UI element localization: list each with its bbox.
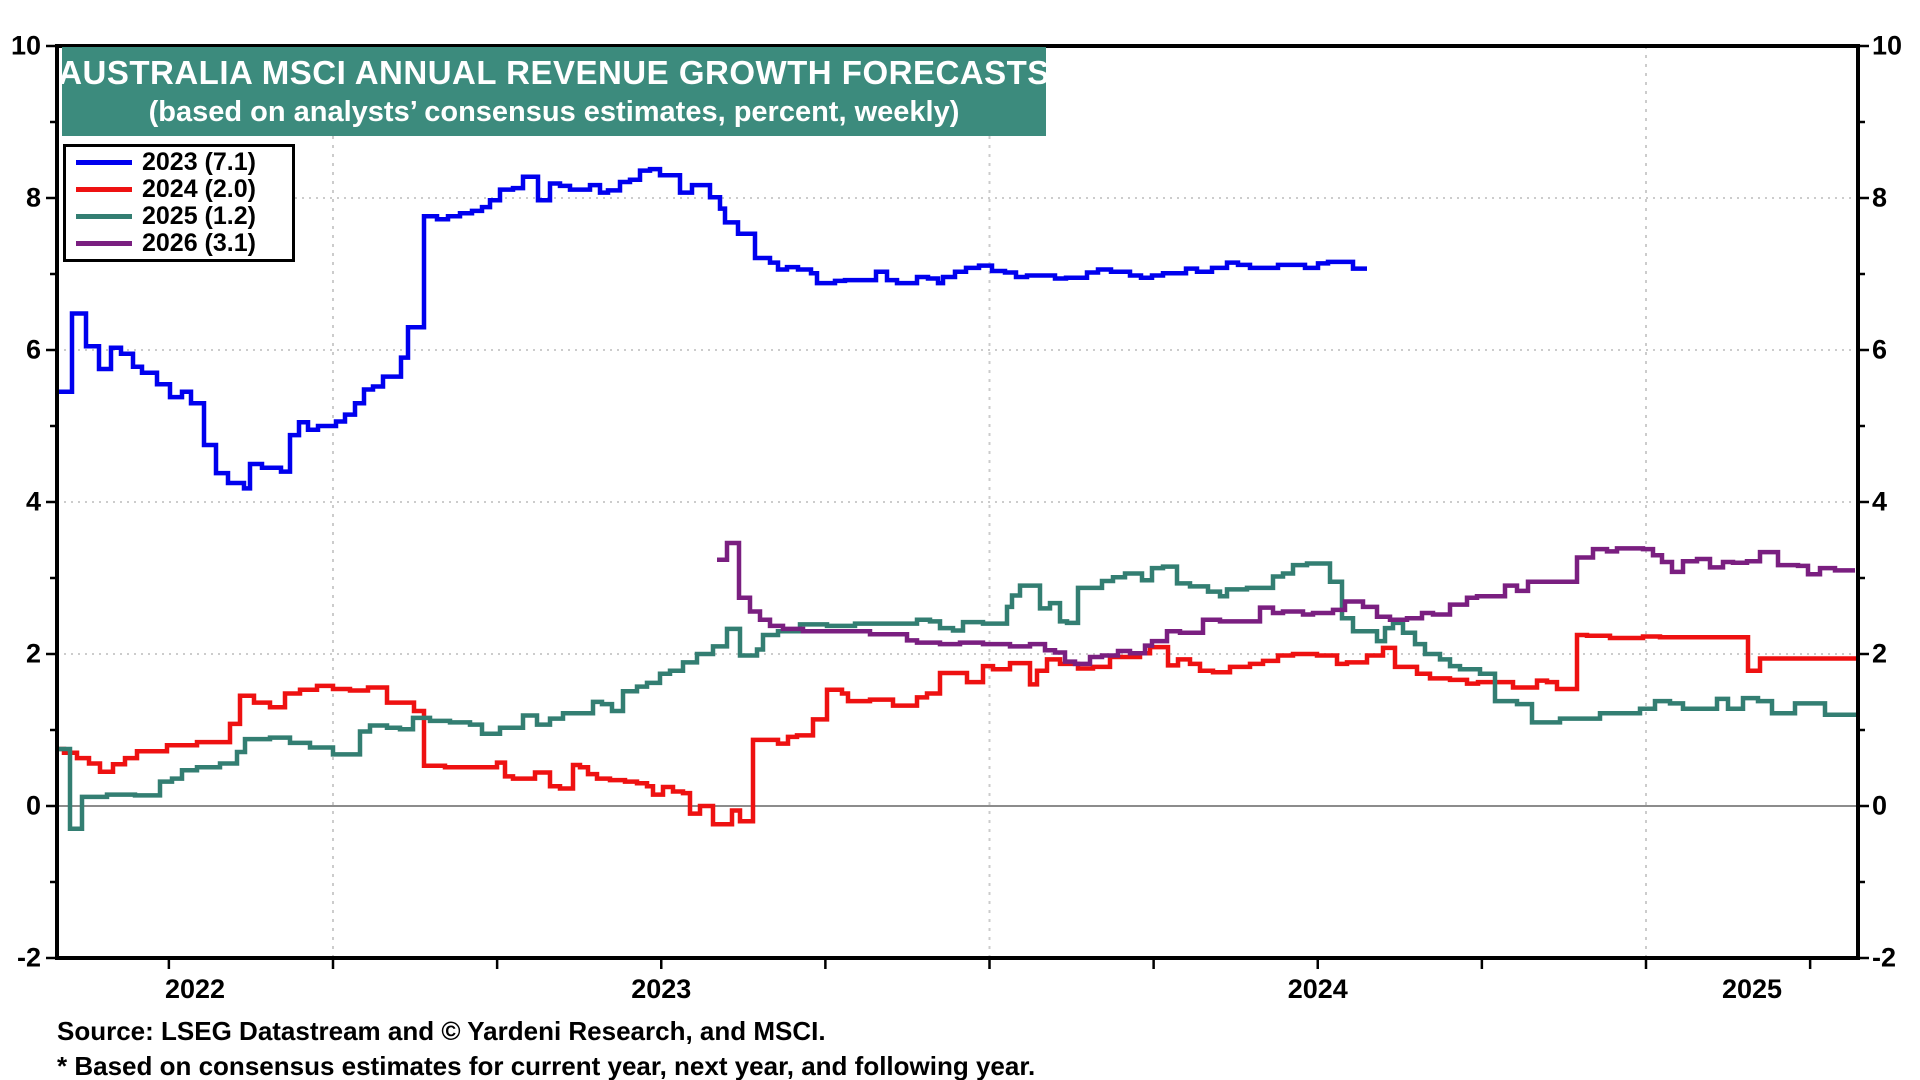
legend-line-swatch-2023 — [76, 160, 132, 166]
chart-title: AUSTRALIA MSCI ANNUAL REVENUE GROWTH FOR… — [58, 54, 1050, 91]
legend-entry-2024: 2024 (2.0) — [66, 175, 292, 204]
y-axis-label-right-2: 2 — [1872, 638, 1888, 669]
x-axis-label-2022: 2022 — [164, 974, 226, 1004]
legend-line-swatch-2024 — [76, 187, 132, 193]
plot-border — [55, 44, 1860, 960]
legend-entry-2023: 2023 (7.1) — [66, 148, 292, 177]
y-axis-label-right-6: 6 — [1872, 334, 1888, 365]
y-axis-label-right-4: 4 — [1872, 486, 1888, 517]
legend-entry-2026: 2026 (3.1) — [66, 228, 292, 257]
legend-label-2025: 2025 (1.2) — [142, 201, 256, 230]
y-axis-label-left--2: -2 — [16, 942, 41, 973]
chart-subtitle: (based on analysts’ consensus estimates,… — [148, 96, 960, 128]
legend-line-swatch-2025 — [76, 213, 132, 219]
chart-title-bar: AUSTRALIA MSCI ANNUAL REVENUE GROWTH FOR… — [58, 47, 1049, 136]
y-axis-label-right-10: 10 — [1872, 30, 1903, 61]
y-axis-label-left-4: 4 — [25, 486, 41, 517]
y-axis-label-right-8: 8 — [1872, 182, 1888, 213]
legend-line-swatch-2026 — [76, 240, 132, 246]
y-axis-label-right--2: -2 — [1872, 942, 1897, 973]
legend-label-2026: 2026 (3.1) — [142, 228, 256, 257]
legend-label-2023: 2023 (7.1) — [142, 148, 256, 177]
y-axis-label-left-10: 10 — [10, 30, 41, 61]
legend-box: 2023 (7.1) 2024 (2.0) 2025 (1.2) 2026 (3.1) — [63, 144, 295, 262]
series-line-2026 — [717, 540, 1855, 667]
series-line-2025 — [57, 561, 1857, 832]
legend-entry-2025: 2025 (1.2) — [66, 201, 292, 230]
legend-label-2024: 2024 (2.0) — [142, 175, 256, 204]
y-axis-label-right-0: 0 — [1872, 790, 1888, 821]
source-note: Source: LSEG Datastream and © Yardeni Re… — [57, 1016, 826, 1046]
x-axis-label-2023: 2023 — [631, 974, 692, 1004]
x-axis-label-2025: 2025 — [1721, 974, 1783, 1004]
y-axis-label-left-0: 0 — [25, 790, 41, 821]
y-axis-label-left-2: 2 — [25, 638, 41, 669]
x-axis-label-2024: 2024 — [1287, 974, 1348, 1004]
y-axis-label-left-6: 6 — [25, 334, 41, 365]
series-line-2024 — [57, 632, 1857, 827]
y-axis-label-left-8: 8 — [25, 182, 41, 213]
footnote: * Based on consensus estimates for curre… — [57, 1051, 1036, 1080]
series-line-2023 — [57, 166, 1367, 491]
